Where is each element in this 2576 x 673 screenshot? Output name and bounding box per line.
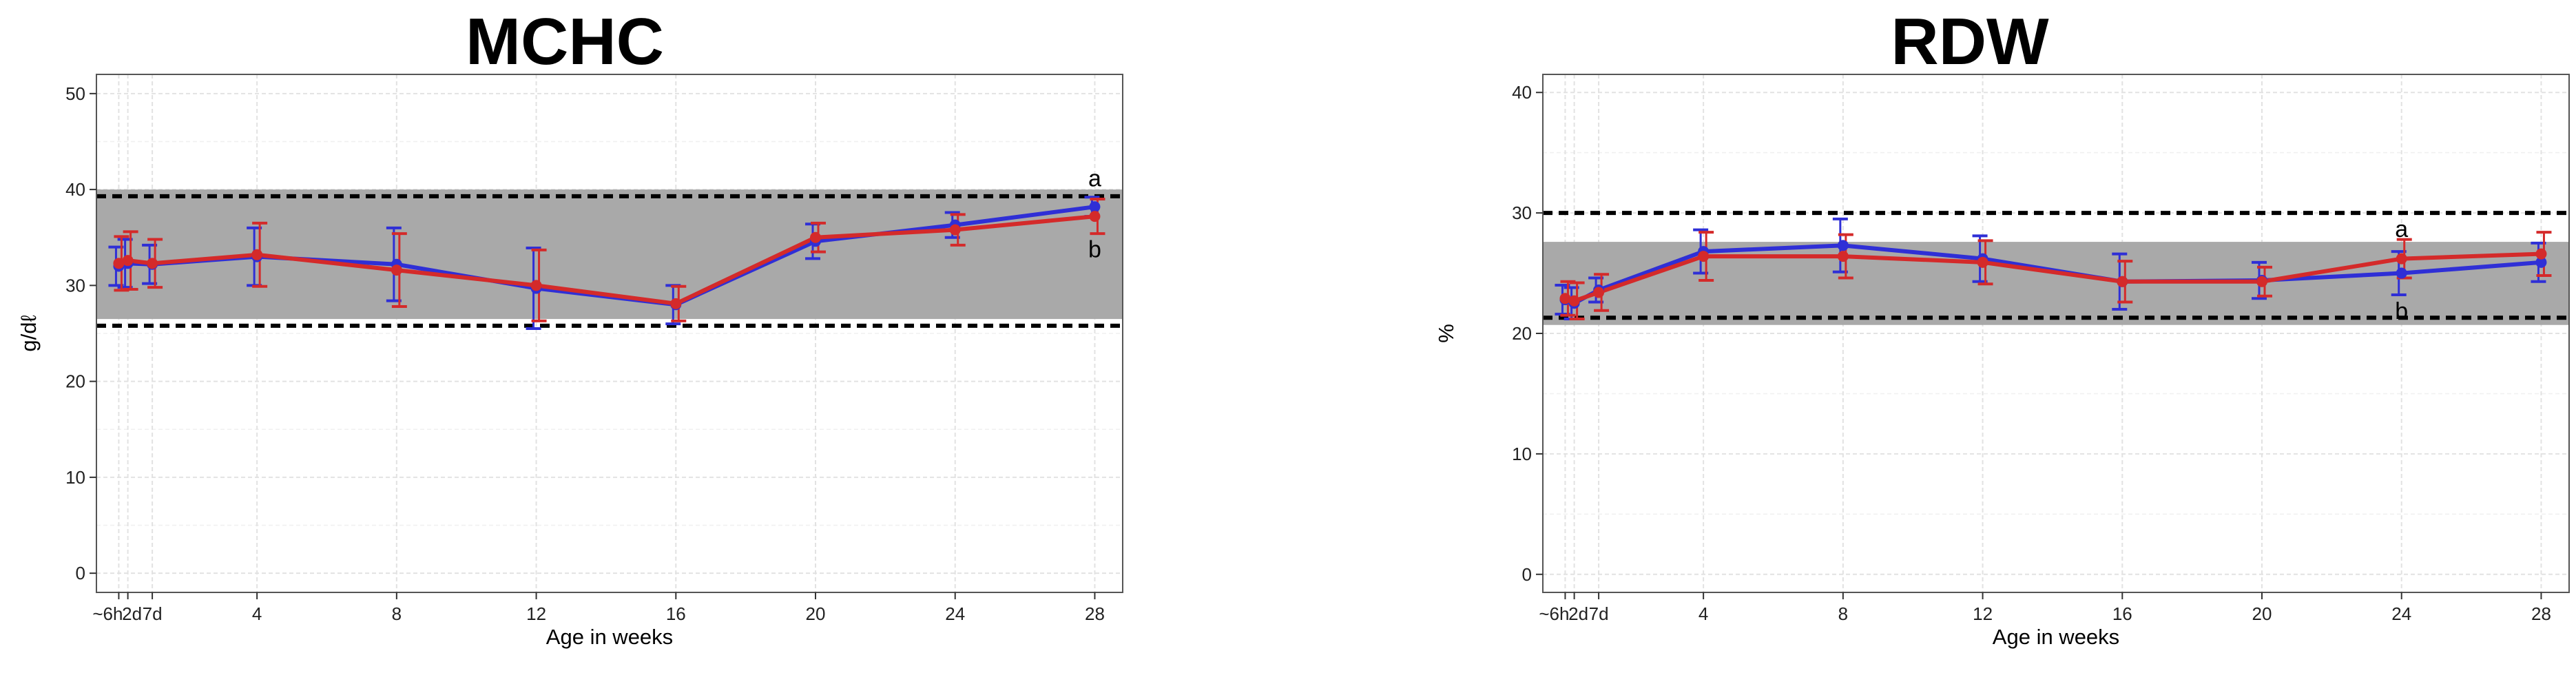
rdw-xtick-label-6: 16 <box>2112 603 2132 624</box>
mchc-plot-border <box>96 74 1123 593</box>
rdw-point-red-0 <box>1559 293 1571 304</box>
mchc-point-red-0 <box>113 258 125 269</box>
rdw-ytick-label-2: 20 <box>1512 323 1532 344</box>
mchc-ytick-label-4: 40 <box>65 179 85 200</box>
mchc-point-red-3 <box>251 249 263 260</box>
rdw-x-axis-label: Age in weeks <box>1993 625 2119 649</box>
mchc-xtick-label-4: 8 <box>392 603 402 624</box>
mchc-ytick-label-5: 50 <box>65 83 85 104</box>
mchc-y-axis-label: g/dℓ <box>17 315 41 351</box>
mchc-xtick-label-3: 4 <box>252 603 262 624</box>
mchc-annotation-a: a <box>1088 165 1101 191</box>
rdw-point-red-6 <box>2117 276 2128 287</box>
mchc-point-red-5 <box>530 280 542 291</box>
rdw-chart-panel: RDW 0 10 20 30 40 ~6h 2d 7d 4 8 12 16 20 24 28 Age in w… <box>1433 0 2576 673</box>
rdw-annotation-a: a <box>2395 216 2408 242</box>
rdw-point-red-8 <box>2396 253 2407 265</box>
mchc-ytick-label-2: 20 <box>65 371 85 392</box>
rdw-xtick-label-0: ~6h <box>1539 603 1569 624</box>
rdw-point-blue-8 <box>2396 267 2407 279</box>
mchc-point-red-7 <box>810 231 822 243</box>
mchc-xtick-label-1: 2d <box>122 603 142 624</box>
rdw-xtick-label-2: 7d <box>1589 603 1609 624</box>
rdw-point-blue-4 <box>1837 240 1849 251</box>
mchc-xtick-label-0: ~6h <box>92 603 123 624</box>
rdw-point-red-5 <box>1977 256 1988 268</box>
mchc-point-red-4 <box>391 265 402 276</box>
mchc-ytick-label-3: 30 <box>65 275 85 296</box>
mchc-point-red-8 <box>949 224 961 236</box>
rdw-xtick-label-5: 12 <box>1973 603 1993 624</box>
rdw-ytick-label-0: 0 <box>1522 564 1532 585</box>
mchc-chart-panel: MCHC 0 10 20 30 40 50 ~6h 2d 7d 4 8 12 16 20 24 28 Age i… <box>0 0 1143 673</box>
mchc-x-axis-label: Age in weeks <box>546 625 673 649</box>
mchc-xtick-label-2: 7d <box>143 603 163 624</box>
mchc-annotation-b: b <box>1088 236 1101 262</box>
rdw-xtick-label-1: 2d <box>1568 603 1588 624</box>
rdw-xtick-label-8: 24 <box>2391 603 2411 624</box>
rdw-point-red-7 <box>2256 276 2268 287</box>
rdw-y-axis-label: % <box>1434 324 1458 343</box>
rdw-point-red-3 <box>1698 251 1710 262</box>
rdw-ytick-label-4: 40 <box>1512 82 1532 103</box>
mchc-xtick-label-5: 12 <box>526 603 546 624</box>
rdw-point-blue-9 <box>2535 256 2547 268</box>
mchc-point-red-9 <box>1089 211 1101 222</box>
mchc-series-line-red <box>118 214 1095 306</box>
rdw-point-red-2 <box>1593 287 1605 298</box>
mchc-ytick-label-1: 10 <box>65 467 85 488</box>
mchc-point-red-1 <box>122 255 134 267</box>
rdw-point-red-9 <box>2535 248 2547 260</box>
mchc-chart-title: MCHC <box>466 5 664 79</box>
mchc-point-blue-9 <box>1089 201 1101 213</box>
rdw-ytick-label-1: 10 <box>1512 444 1532 464</box>
rdw-ytick-label-3: 30 <box>1512 203 1532 223</box>
rdw-xtick-label-3: 4 <box>1699 603 1708 624</box>
rdw-chart-title: RDW <box>1891 5 2049 79</box>
mchc-xtick-label-6: 16 <box>666 603 686 624</box>
rdw-xtick-label-9: 28 <box>2531 603 2551 624</box>
mchc-point-red-2 <box>147 258 158 269</box>
mchc-point-red-6 <box>670 298 682 309</box>
mchc-xtick-label-8: 24 <box>945 603 965 624</box>
mchc-xtick-label-7: 20 <box>806 603 826 624</box>
rdw-point-red-1 <box>1568 295 1580 307</box>
rdw-xtick-label-4: 8 <box>1838 603 1848 624</box>
rdw-point-red-4 <box>1837 251 1849 262</box>
rdw-series-line-red <box>1564 251 2542 303</box>
rdw-annotation-b: b <box>2395 298 2408 324</box>
mchc-xtick-label-9: 28 <box>1085 603 1105 624</box>
mchc-ytick-label-0: 0 <box>76 563 85 583</box>
rdw-xtick-label-7: 20 <box>2252 603 2272 624</box>
